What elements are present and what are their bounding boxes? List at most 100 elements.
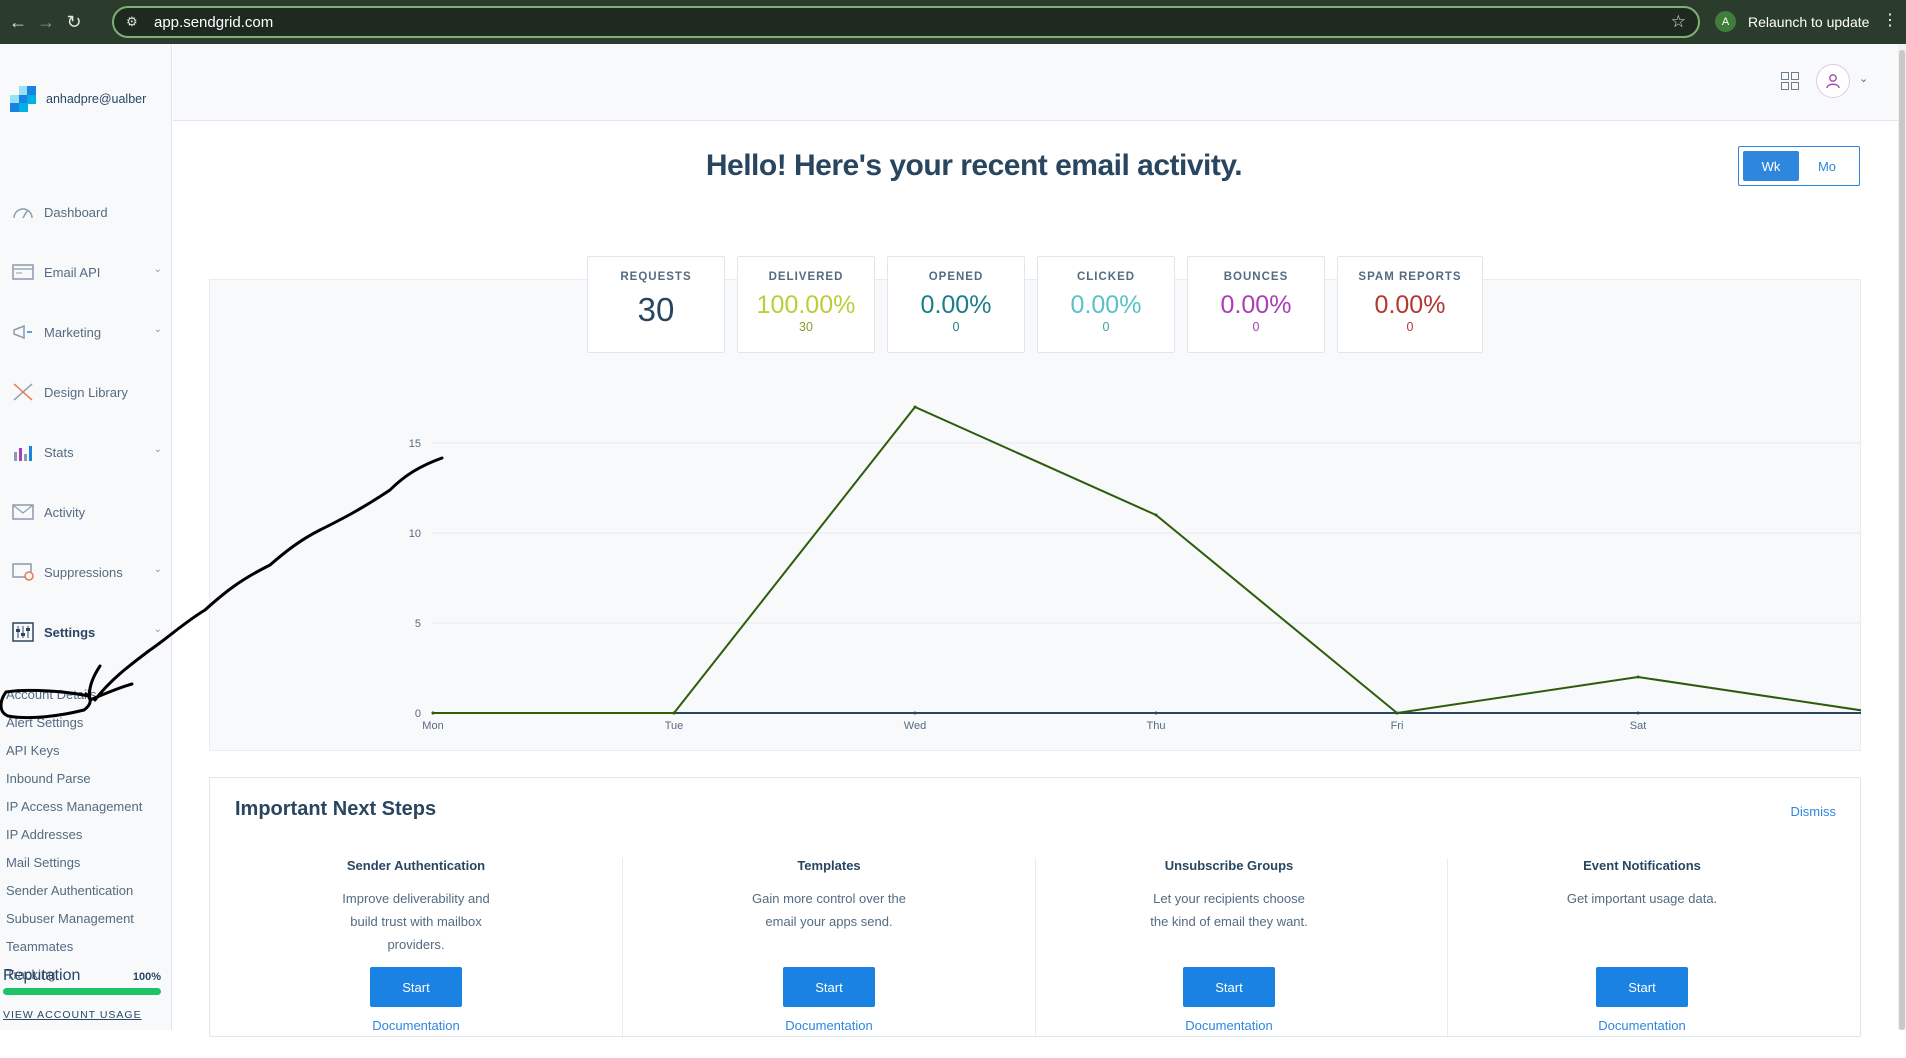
email-api-icon — [12, 261, 34, 283]
sidebar-item-design-library[interactable]: Design Library — [0, 362, 172, 422]
submenu-mail-settings[interactable]: Mail Settings — [6, 855, 81, 870]
start-button[interactable]: Start — [783, 967, 875, 1007]
toggle-month-button[interactable]: Mo — [1817, 158, 1837, 174]
sidebar-item-label: Email API — [44, 264, 101, 280]
activity-icon — [12, 501, 34, 523]
stat-card-delivered[interactable]: DELIVERED 100.00% 30 — [737, 256, 875, 353]
data-point — [1154, 711, 1158, 715]
suppressions-icon — [12, 561, 34, 583]
back-arrow-icon[interactable]: ← — [9, 11, 27, 32]
stat-value: 0.00% — [1070, 291, 1142, 319]
sidebar-nav: Dashboard Email API ⌄ Marketing ⌄ Design… — [0, 182, 172, 662]
url-text[interactable]: app.sendgrid.com — [154, 13, 274, 31]
documentation-link[interactable]: Documentation — [1185, 1018, 1273, 1033]
sendgrid-logo — [10, 86, 36, 112]
next-steps-title: Important Next Steps — [235, 798, 437, 820]
stat-value: 30 — [637, 291, 675, 328]
sidebar-item-suppressions[interactable]: Suppressions ⌄ — [0, 542, 172, 602]
view-account-usage-link[interactable]: VIEW ACCOUNT USAGE — [3, 1009, 142, 1021]
documentation-link[interactable]: Documentation — [372, 1018, 460, 1033]
profile-avatar[interactable]: A — [1715, 11, 1736, 32]
submenu-tracking[interactable]: Tracking — [6, 967, 56, 982]
stat-card-clicked[interactable]: CLICKED 0.00% 0 — [1037, 256, 1175, 353]
user-avatar-icon[interactable] — [1816, 64, 1850, 98]
chevron-down-icon[interactable]: ⌄ — [153, 264, 162, 275]
documentation-link[interactable]: Documentation — [1598, 1018, 1686, 1033]
step-card-sender-authentication: Sender Authentication Improve deliverabi… — [210, 858, 622, 1058]
address-bar[interactable]: ⚙ app.sendgrid.com ☆ — [112, 6, 1700, 38]
stat-value: 0.00% — [1374, 291, 1446, 319]
site-info-icon[interactable]: ⚙ — [126, 14, 138, 29]
sidebar-item-label: Stats — [44, 444, 74, 460]
sidebar: anhadpre@ualber Dashboard Email API ⌄ Ma… — [0, 44, 172, 1030]
browser-toolbar: ← → ↻ ⚙ app.sendgrid.com ☆ A Relaunch to… — [0, 0, 1906, 44]
step-card-description: Gain more control over the email your ap… — [752, 891, 906, 929]
bookmark-star-icon[interactable]: ☆ — [1670, 12, 1686, 31]
app-grid-icon[interactable] — [1781, 72, 1801, 92]
submenu-inbound-parse[interactable]: Inbound Parse — [6, 771, 91, 786]
submenu-account-details[interactable]: Account Details — [6, 687, 97, 702]
browser-menu-icon[interactable]: ⋮ — [1882, 12, 1898, 29]
chevron-down-icon[interactable]: ⌄ — [153, 624, 162, 635]
page-scrollbar[interactable] — [1898, 44, 1906, 1030]
x-tick-label: Thu — [1147, 720, 1166, 732]
y-tick-label: 0 — [415, 708, 421, 720]
sidebar-item-activity[interactable]: Activity — [0, 482, 172, 542]
submenu-sender-authentication[interactable]: Sender Authentication — [6, 883, 134, 898]
chevron-down-icon[interactable]: ⌄ — [1859, 73, 1869, 85]
megaphone-icon — [12, 321, 34, 343]
top-bar: ⌄ — [173, 44, 1899, 121]
x-tick-label: Sat — [1630, 720, 1647, 732]
submenu-teammates[interactable]: Teammates — [6, 939, 74, 954]
y-tick-label: 15 — [409, 438, 421, 450]
start-button[interactable]: Start — [1183, 967, 1275, 1007]
submenu-subuser-management[interactable]: Subuser Management — [6, 911, 134, 926]
stat-label: REQUESTS — [620, 271, 692, 283]
start-button[interactable]: Start — [1596, 967, 1688, 1007]
relaunch-button[interactable]: Relaunch to update — [1748, 14, 1870, 30]
sidebar-item-email-api[interactable]: Email API ⌄ — [0, 242, 172, 302]
chevron-down-icon[interactable]: ⌄ — [153, 564, 162, 575]
y-tick-label: 5 — [415, 618, 421, 630]
reputation-value: 100% — [132, 971, 161, 983]
sidebar-item-settings[interactable]: Settings ⌄ — [0, 602, 172, 662]
stat-count: 0 — [1406, 320, 1414, 334]
stat-card-opened[interactable]: OPENED 0.00% 0 — [887, 256, 1025, 353]
sidebar-item-marketing[interactable]: Marketing ⌄ — [0, 302, 172, 362]
stat-card-bounces[interactable]: BOUNCES 0.00% 0 — [1187, 256, 1325, 353]
data-point — [1395, 711, 1399, 715]
stat-value: 0.00% — [1220, 291, 1292, 319]
stat-count: 0 — [1102, 320, 1110, 334]
chevron-down-icon[interactable]: ⌄ — [153, 324, 162, 335]
submenu-alert-settings[interactable]: Alert Settings — [6, 715, 84, 730]
account-switcher[interactable]: anhadpre@ualber — [10, 86, 164, 112]
stat-card-requests[interactable]: REQUESTS 30 — [587, 256, 725, 353]
sidebar-item-dashboard[interactable]: Dashboard — [0, 182, 172, 242]
stat-label: BOUNCES — [1223, 271, 1289, 283]
stats-row: REQUESTS 30 DELIVERED 100.00% 30 OPENED … — [587, 256, 1483, 353]
start-button[interactable]: Start — [370, 967, 462, 1007]
sidebar-item-label: Activity — [44, 504, 86, 520]
reload-icon[interactable]: ↻ — [66, 11, 82, 32]
chevron-down-icon[interactable]: ⌄ — [153, 444, 162, 455]
documentation-link[interactable]: Documentation — [785, 1018, 873, 1033]
stat-card-spam-reports[interactable]: SPAM REPORTS 0.00% 0 — [1337, 256, 1483, 353]
toggle-week-button[interactable]: Wk — [1743, 151, 1799, 181]
stats-icon — [12, 441, 34, 463]
next-steps-panel: Important Next Steps Dismiss Sender Auth… — [209, 777, 1861, 1038]
stat-count: 0 — [952, 320, 960, 334]
sidebar-item-stats[interactable]: Stats ⌄ — [0, 422, 172, 482]
dismiss-link[interactable]: Dismiss — [1790, 804, 1837, 819]
reputation-label: Reputation — [3, 967, 81, 984]
forward-arrow-icon[interactable]: → — [37, 11, 55, 32]
submenu-api-keys[interactable]: API Keys — [6, 743, 60, 758]
submenu-ip-addresses[interactable]: IP Addresses — [6, 827, 83, 842]
card-divider — [1035, 858, 1036, 1038]
data-point — [913, 405, 917, 409]
stat-label: OPENED — [928, 271, 984, 283]
data-point — [431, 711, 435, 715]
page-title: Hello! Here's your recent email activity… — [705, 149, 1243, 182]
data-point — [1154, 513, 1158, 517]
card-divider — [622, 858, 623, 1038]
submenu-ip-access-management[interactable]: IP Access Management — [6, 799, 143, 814]
